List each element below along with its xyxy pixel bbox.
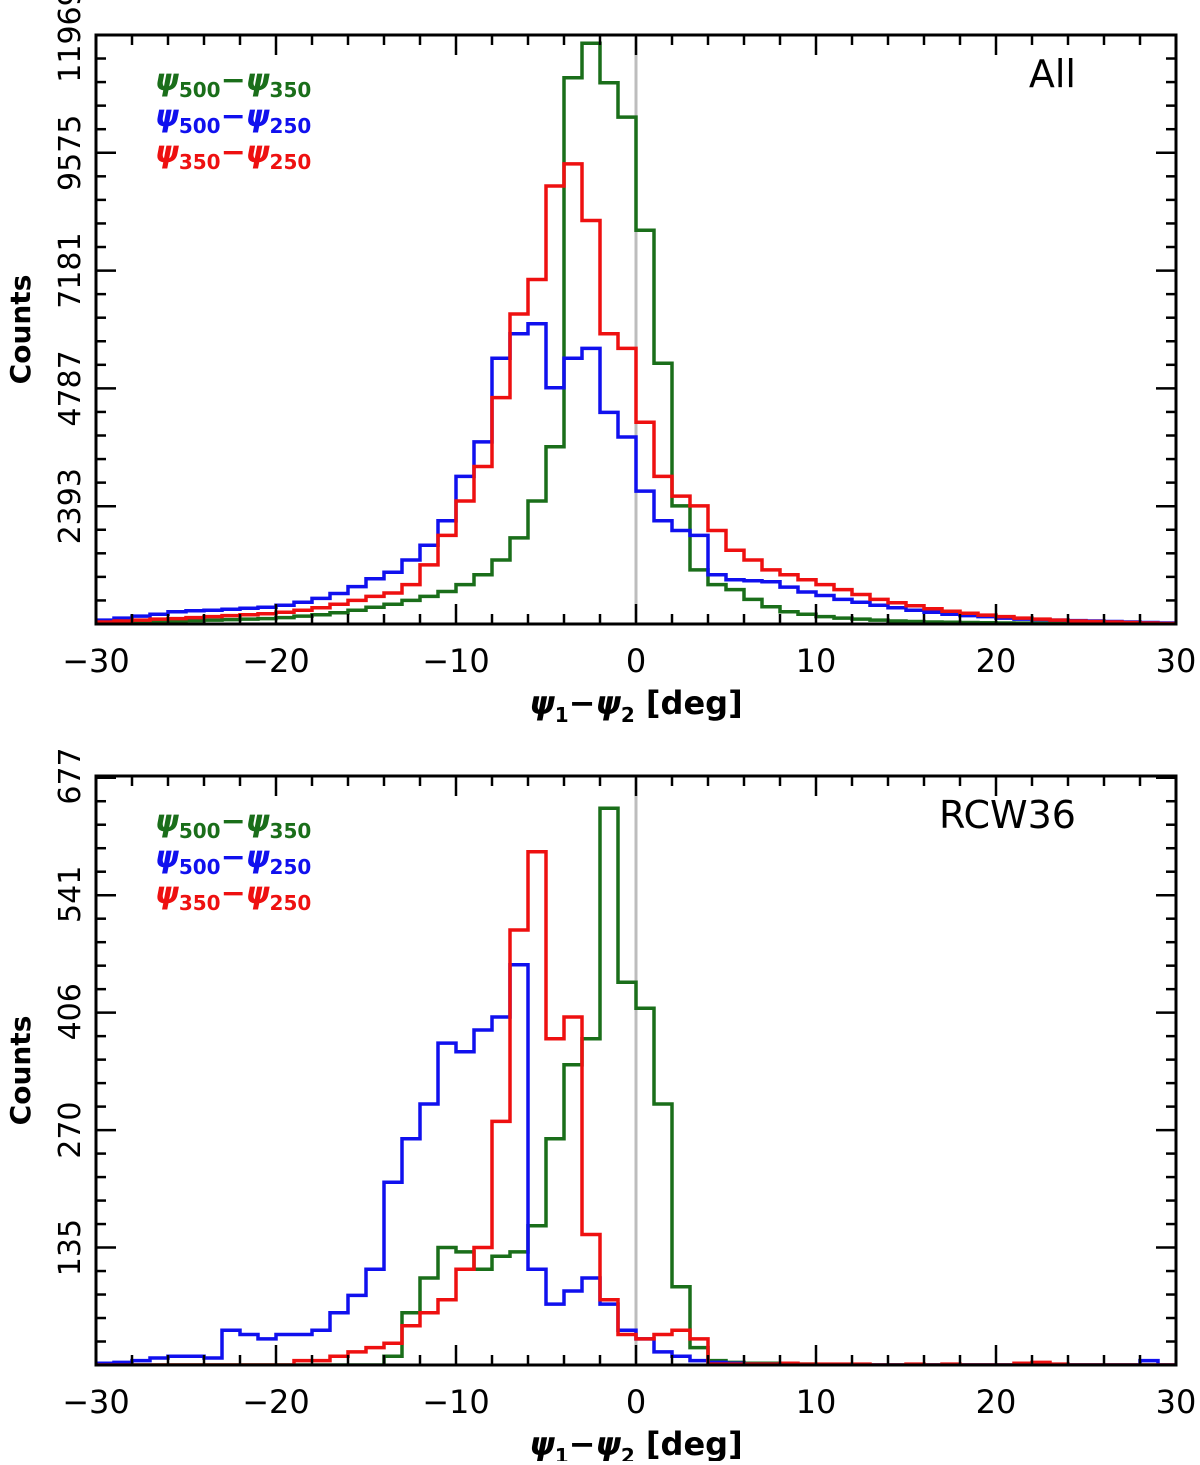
tick-marks — [94, 33, 1178, 626]
histogram-series-350-250 — [96, 849, 1176, 1365]
panel-all: −30 −20 −10 0 10 20 30 2393 4787 7181 9575 11969 Cou… — [4, 0, 1196, 727]
legend-minus: − — [221, 63, 246, 98]
panel-label: All — [1029, 52, 1076, 96]
y-axis-label: Counts — [4, 275, 37, 385]
legend-psi: ψ — [155, 840, 179, 875]
y-tick-label: 11969 — [53, 0, 88, 83]
x-axis-label: ψ1−ψ2 [deg] — [529, 684, 742, 727]
legend-psi: ψ — [246, 99, 270, 134]
legend-psi: ψ — [155, 63, 179, 98]
x-label-psi: ψ — [529, 684, 555, 722]
x-tick-label: −30 — [62, 642, 130, 680]
y-tick-label: 2393 — [53, 468, 88, 544]
x-tick-label: −20 — [242, 642, 310, 680]
legend-sub: 350 — [270, 819, 312, 843]
panel-label: RCW36 — [939, 793, 1076, 837]
legend-sub: 350 — [179, 891, 221, 915]
legend-sub: 500 — [179, 819, 221, 843]
legend-psi: ψ — [155, 99, 179, 134]
legend-psi: ψ — [246, 840, 270, 875]
x-tick-label: −20 — [242, 1383, 310, 1421]
x-tick-label: 10 — [796, 1383, 837, 1421]
legend-entry: ψ350−ψ250 — [155, 876, 311, 915]
y-axis-label: Counts — [4, 1016, 37, 1126]
legend-sub: 500 — [179, 78, 221, 102]
legend-minus: − — [221, 840, 246, 875]
legend-psi: ψ — [246, 804, 270, 839]
legend-psi: ψ — [155, 804, 179, 839]
legend-sub: 500 — [179, 855, 221, 879]
panel-rcw36: −30 −20 −10 0 10 20 30135270406541677Countsψ1−… — [4, 747, 1197, 1465]
legend-minus: − — [221, 804, 246, 839]
series-group — [96, 806, 1176, 1365]
tick-marks — [94, 776, 1178, 1367]
x-label-minus: − — [569, 684, 596, 722]
legend-entry: ψ500−ψ350 — [155, 63, 311, 102]
x-tick-label: 30 — [1156, 642, 1197, 680]
x-tick-label: 0 — [626, 642, 646, 680]
legend-sub: 350 — [179, 150, 221, 174]
x-label-sub: 2 — [621, 1444, 635, 1461]
x-label-psi: ψ — [529, 1425, 555, 1461]
x-tick-label: 10 — [796, 642, 837, 680]
legend-psi: ψ — [246, 876, 270, 911]
x-label-psi: ψ — [595, 1425, 621, 1461]
legend-minus: − — [221, 876, 246, 911]
y-tick-label: 677 — [53, 747, 88, 804]
legend-psi: ψ — [155, 876, 179, 911]
legend-psi: ψ — [246, 135, 270, 170]
y-tick-label: 541 — [53, 866, 88, 923]
legend-entry: ψ500−ψ250 — [155, 99, 311, 138]
x-tick-label: −10 — [422, 642, 490, 680]
legend-entry: ψ350−ψ250 — [155, 135, 311, 174]
x-label-minus: − — [569, 1425, 596, 1461]
y-tick-label: 135 — [53, 1219, 88, 1276]
x-tick-label: 30 — [1156, 1383, 1197, 1421]
x-tick-label: 20 — [976, 1383, 1017, 1421]
legend-sub: 500 — [179, 114, 221, 138]
x-tick-label: −10 — [422, 1383, 490, 1421]
legend-sub: 250 — [270, 150, 312, 174]
x-tick-label: −30 — [62, 1383, 130, 1421]
x-label-psi: ψ — [595, 684, 621, 722]
x-label-unit: [deg] — [635, 1425, 743, 1461]
y-tick-label: 9575 — [53, 115, 88, 191]
legend-psi: ψ — [246, 63, 270, 98]
x-label-sub: 1 — [555, 703, 569, 727]
histogram-series-500-350 — [96, 806, 1176, 1365]
legend-sub: 350 — [270, 78, 312, 102]
legend-minus: − — [221, 99, 246, 134]
y-tick-label: 7181 — [53, 232, 88, 308]
y-tick-label: 406 — [53, 983, 88, 1040]
legend-entry: ψ500−ψ250 — [155, 840, 311, 879]
legend-minus: − — [221, 135, 246, 170]
legend-sub: 250 — [270, 891, 312, 915]
y-tick-label: 4787 — [53, 350, 88, 426]
legend-sub: 250 — [270, 114, 312, 138]
legend-entry: ψ500−ψ350 — [155, 804, 311, 843]
x-label-sub: 2 — [621, 703, 635, 727]
x-tick-label: 20 — [976, 642, 1017, 680]
x-tick-label: 0 — [626, 1383, 646, 1421]
y-tick-label: 270 — [53, 1101, 88, 1158]
histogram-series-500-250 — [96, 963, 1176, 1365]
x-axis-label: ψ1−ψ2 [deg] — [529, 1425, 742, 1461]
legend-sub: 250 — [270, 855, 312, 879]
x-label-unit: [deg] — [635, 684, 743, 722]
x-label-sub: 1 — [555, 1444, 569, 1461]
legend-psi: ψ — [155, 135, 179, 170]
